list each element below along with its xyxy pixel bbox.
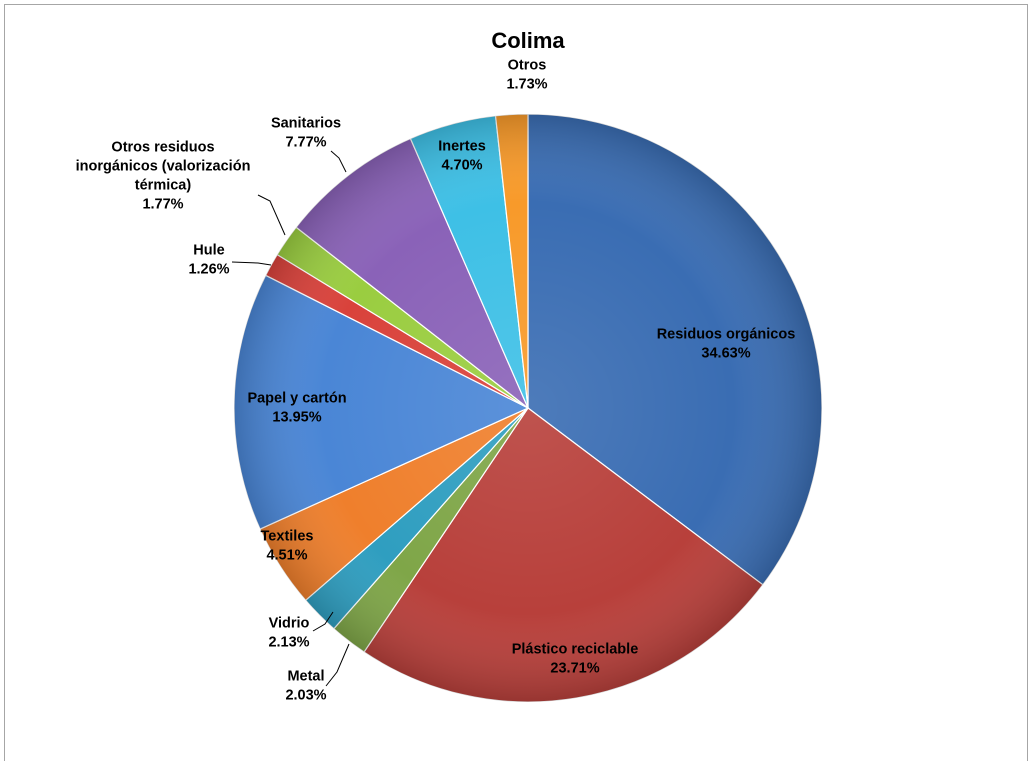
data-label-otros-residuos-inorganicos-valorizacion-termica: Otros residuos inorgánicos (valorización t… [76,140,251,213]
leader-line-sanitarios [330,150,347,173]
leader-line-metal [325,643,350,687]
leader-line-otros-residuos-inorganicos-valorizacion-termica [257,194,286,236]
data-label-sanitarios: Sanitarios 7.77% [271,116,341,151]
data-label-vidrio: Vidrio 2.13% [268,616,309,651]
data-label-metal: Metal 2.03% [285,669,326,704]
data-label-residuos-organicos: Residuos orgánicos 34.63% [657,327,796,362]
data-label-inertes: Inertes 4.70% [438,139,486,174]
leader-line-vidrio [312,611,334,632]
data-label-otros: Otros 1.73% [506,58,547,93]
chart-title: Colima [491,28,565,53]
leader-line-hule [231,261,272,266]
data-label-plastico-reciclable: Plástico reciclable 23.71% [512,642,639,677]
data-label-hule: Hule 1.26% [188,243,229,278]
data-label-textiles: Textiles 4.51% [261,529,314,564]
data-label-papel-y-carton: Papel y cartón 13.95% [247,391,346,426]
